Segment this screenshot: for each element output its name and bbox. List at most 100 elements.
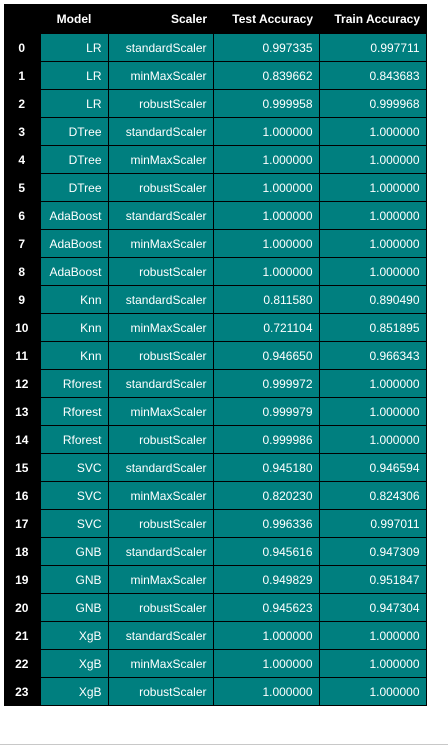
cell-model: AdaBoost	[39, 229, 109, 258]
table-row: 19 GNB minMaxScaler 0.949829 0.951847	[4, 565, 427, 594]
cell-test-accuracy: 0.997335	[212, 33, 320, 62]
cell-model: AdaBoost	[39, 257, 109, 286]
cell-train-accuracy: 1.000000	[318, 425, 427, 454]
cell-model: LR	[39, 89, 109, 118]
table-row: 21 XgB standardScaler 1.000000 1.000000	[4, 621, 427, 650]
cell-model: Rforest	[39, 425, 109, 454]
row-index: 10	[4, 313, 40, 342]
cell-model: Knn	[39, 285, 109, 314]
cell-test-accuracy: 1.000000	[212, 621, 320, 650]
cell-model: XgB	[39, 677, 109, 706]
cell-train-accuracy: 1.000000	[318, 117, 427, 146]
cell-test-accuracy: 1.000000	[212, 145, 320, 174]
cell-train-accuracy: 1.000000	[318, 229, 427, 258]
cell-scaler: minMaxScaler	[107, 649, 214, 678]
row-index: 2	[4, 89, 40, 118]
cell-test-accuracy: 1.000000	[212, 173, 320, 202]
cell-train-accuracy: 1.000000	[318, 677, 427, 706]
cell-scaler: robustScaler	[107, 677, 214, 706]
cell-model: SVC	[39, 453, 109, 482]
cell-train-accuracy: 1.000000	[318, 201, 427, 230]
cell-train-accuracy: 0.843683	[318, 61, 427, 90]
cell-test-accuracy: 0.839662	[212, 61, 320, 90]
cell-train-accuracy: 0.851895	[318, 313, 427, 342]
row-index: 22	[4, 649, 40, 678]
table-row: 0 LR standardScaler 0.997335 0.997711	[4, 33, 427, 62]
cell-train-accuracy: 1.000000	[318, 369, 427, 398]
cell-scaler: minMaxScaler	[107, 397, 214, 426]
table-row: 4 DTree minMaxScaler 1.000000 1.000000	[4, 145, 427, 174]
output-divider	[0, 744, 448, 745]
cell-scaler: robustScaler	[107, 593, 214, 622]
cell-model: LR	[39, 61, 109, 90]
table-row: 10 Knn minMaxScaler 0.721104 0.851895	[4, 313, 427, 342]
table-row: 11 Knn robustScaler 0.946650 0.966343	[4, 341, 427, 370]
cell-scaler: minMaxScaler	[107, 481, 214, 510]
cell-model: DTree	[39, 117, 109, 146]
cell-test-accuracy: 0.945616	[212, 537, 320, 566]
cell-test-accuracy: 0.946650	[212, 341, 320, 370]
row-index: 23	[4, 677, 40, 706]
table-header: Model Scaler Test Accuracy Train Accurac…	[4, 4, 426, 34]
row-index: 13	[4, 397, 40, 426]
cell-model: LR	[39, 33, 109, 62]
row-index: 12	[4, 369, 40, 398]
cell-test-accuracy: 1.000000	[212, 677, 320, 706]
row-index: 16	[4, 481, 40, 510]
row-index: 14	[4, 425, 40, 454]
cell-model: DTree	[39, 173, 109, 202]
cell-train-accuracy: 0.997011	[318, 509, 427, 538]
row-index: 6	[4, 201, 40, 230]
cell-test-accuracy: 1.000000	[212, 257, 320, 286]
column-header-model: Model	[40, 4, 108, 34]
table-row: 18 GNB standardScaler 0.945616 0.947309	[4, 537, 427, 566]
cell-model: XgB	[39, 621, 109, 650]
header-row: Model Scaler Test Accuracy Train Accurac…	[4, 4, 426, 34]
cell-test-accuracy: 0.999979	[212, 397, 320, 426]
cell-model: Knn	[39, 313, 109, 342]
row-index: 7	[4, 229, 40, 258]
table-row: 9 Knn standardScaler 0.811580 0.890490	[4, 285, 427, 314]
cell-model: AdaBoost	[39, 201, 109, 230]
cell-model: DTree	[39, 145, 109, 174]
table-row: 15 SVC standardScaler 0.945180 0.946594	[4, 453, 427, 482]
cell-test-accuracy: 0.945180	[212, 453, 320, 482]
cell-model: SVC	[39, 481, 109, 510]
row-index: 4	[4, 145, 40, 174]
cell-scaler: minMaxScaler	[107, 229, 214, 258]
table-row: 23 XgB robustScaler 1.000000 1.000000	[4, 677, 427, 706]
row-index: 15	[4, 453, 40, 482]
cell-train-accuracy: 1.000000	[318, 649, 427, 678]
row-index: 21	[4, 621, 40, 650]
row-index: 17	[4, 509, 40, 538]
cell-model: GNB	[39, 565, 109, 594]
table-row: 14 Rforest robustScaler 0.999986 1.000000	[4, 425, 427, 454]
cell-scaler: standardScaler	[107, 33, 214, 62]
table-row: 1 LR minMaxScaler 0.839662 0.843683	[4, 61, 427, 90]
column-header-train-accuracy: Train Accuracy	[319, 4, 426, 34]
cell-test-accuracy: 0.811580	[212, 285, 320, 314]
cell-scaler: standardScaler	[107, 285, 214, 314]
cell-scaler: minMaxScaler	[107, 61, 214, 90]
cell-scaler: standardScaler	[107, 201, 214, 230]
cell-train-accuracy: 1.000000	[318, 257, 427, 286]
cell-model: GNB	[39, 537, 109, 566]
cell-model: XgB	[39, 649, 109, 678]
cell-test-accuracy: 0.999958	[212, 89, 320, 118]
cell-train-accuracy: 0.966343	[318, 341, 427, 370]
cell-test-accuracy: 0.996336	[212, 509, 320, 538]
row-index: 18	[4, 537, 40, 566]
row-index: 19	[4, 565, 40, 594]
table-row: 6 AdaBoost standardScaler 1.000000 1.000000	[4, 201, 427, 230]
cell-train-accuracy: 0.947304	[318, 593, 427, 622]
table-row: 8 AdaBoost robustScaler 1.000000 1.000000	[4, 257, 427, 286]
cell-scaler: robustScaler	[107, 257, 214, 286]
cell-model: SVC	[39, 509, 109, 538]
table-row: 7 AdaBoost minMaxScaler 1.000000 1.000000	[4, 229, 427, 258]
cell-train-accuracy: 0.951847	[318, 565, 427, 594]
cell-scaler: minMaxScaler	[107, 145, 214, 174]
cell-scaler: standardScaler	[107, 621, 214, 650]
column-header-test-accuracy: Test Accuracy	[213, 4, 319, 34]
table-row: 22 XgB minMaxScaler 1.000000 1.000000	[4, 649, 427, 678]
row-index: 3	[4, 117, 40, 146]
